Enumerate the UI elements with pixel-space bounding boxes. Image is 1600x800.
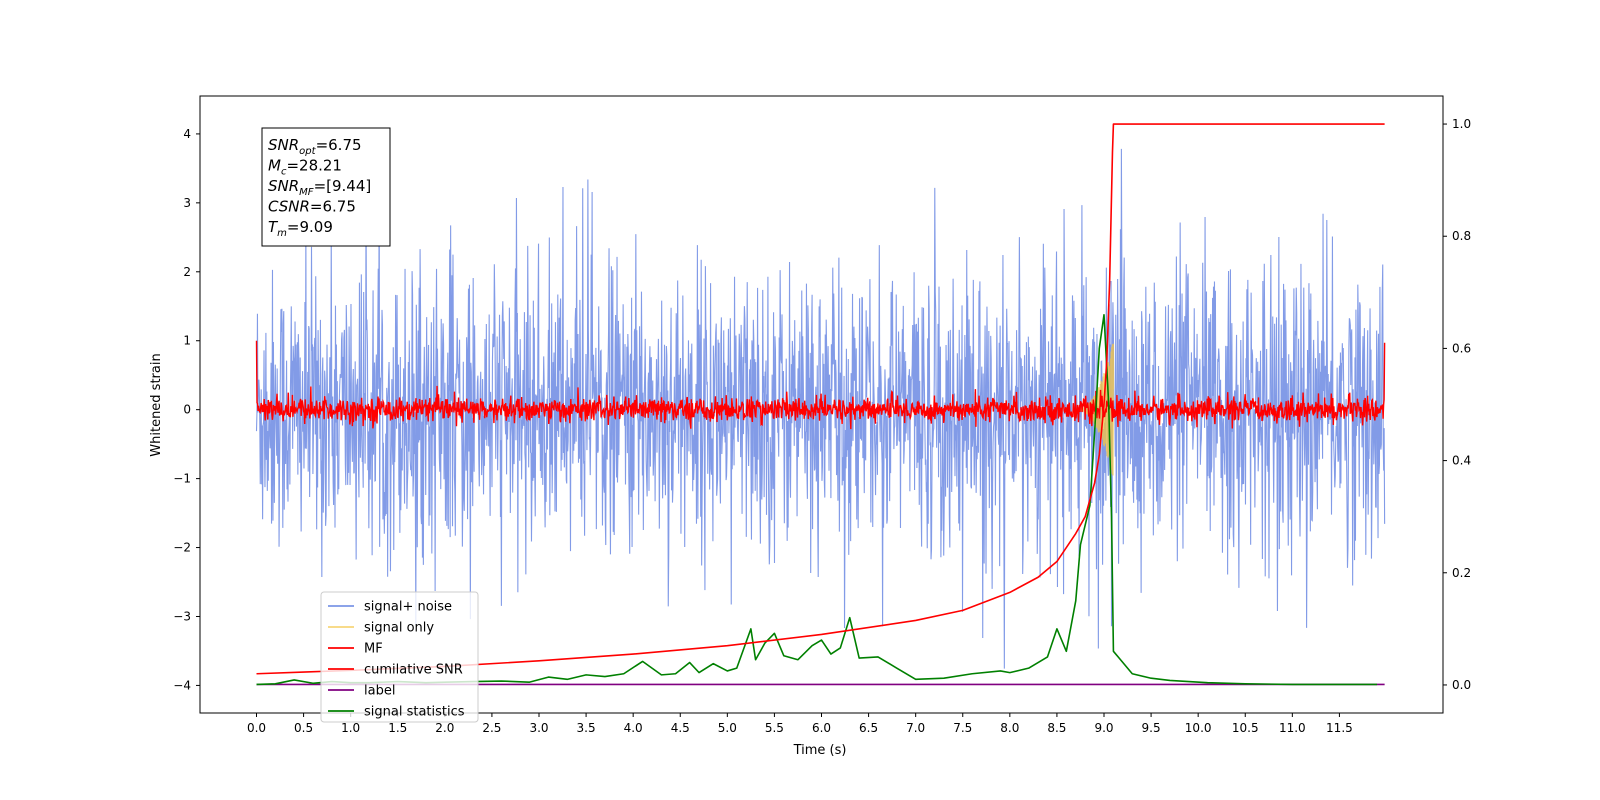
x-tick-label: 8.0 [1000,721,1019,735]
x-tick-label: 9.0 [1094,721,1113,735]
y-axis-ticks: −4 −3 −2 −1 0 1 2 3 4 [173,127,200,692]
x-tick-label: 5.0 [718,721,737,735]
series-mf [255,340,1386,430]
x-tick-label: 9.5 [1142,721,1161,735]
legend-entry: MF [364,642,383,657]
x-tick-label: 4.0 [624,721,643,735]
x-tick-label: 7.0 [906,721,925,735]
legend-entry: cumilative SNR [364,663,463,678]
x-tick-label: 4.5 [671,721,690,735]
x-tick-label: 11.5 [1326,721,1353,735]
annotation-line: Tm=9.09 [268,218,333,239]
y-axis-label: Whitened strain [149,353,164,456]
legend-frame [320,591,479,723]
y2-tick-label: 0.2 [1452,566,1471,580]
x-axis-label: Time (s) [793,743,847,758]
x-tick-label: 10.0 [1185,721,1212,735]
y2-tick-label: 0.8 [1452,229,1471,243]
x-tick-label: 2.0 [435,721,454,735]
annotation-box: SNRopt=6.75Mc=28.21SNRMF=[9.44]CSNR=6.75… [261,127,391,247]
y2-tick-label: 1.0 [1452,117,1471,131]
y-tick-label: −4 [173,678,191,692]
x-tick-label: 3.5 [577,721,596,735]
x-tick-label: 8.5 [1047,721,1066,735]
series-signal-statistics [256,313,1378,686]
annotation-frame [261,127,391,247]
y-tick-label: −1 [173,472,191,486]
x-axis-ticks: 0.0 0.5 1.0 1.5 2.0 2.5 3.0 3.5 4.0 4.5 5.0 5.5 6.0 6… [247,713,1353,735]
x-tick-label: 2.5 [482,721,501,735]
x-tick-label: 6.5 [859,721,878,735]
annotation-line: Mc=28.21 [268,157,342,178]
x-tick-label: 3.0 [529,721,548,735]
y2-axis-ticks: 0.0 0.2 0.4 0.6 0.8 1.0 [1443,117,1471,692]
x-tick-label: 11.0 [1279,721,1306,735]
x-tick-label: 1.5 [388,721,407,735]
y-tick-label: 0 [183,403,191,417]
y2-tick-label: 0.4 [1452,454,1471,468]
y-tick-label: 2 [183,265,191,279]
x-tick-label: 0.0 [247,721,266,735]
annotation-line: SNRMF=[9.44] [268,177,371,198]
x-tick-label: 0.5 [294,721,313,735]
x-tick-label: 10.5 [1232,721,1259,735]
legend-entry: signal only [364,621,434,636]
y-tick-label: 3 [183,196,191,210]
x-tick-label: 7.5 [953,721,972,735]
legend-entry: signal statistics [364,705,465,720]
legend: signal+ noise signal only MF cumilative SNR… [320,591,479,723]
y-tick-label: −2 [173,541,191,555]
x-tick-label: 5.5 [765,721,784,735]
x-tick-label: 1.0 [341,721,360,735]
y-tick-label: 4 [183,127,191,141]
annotation-line: CSNR=6.75 [268,198,356,216]
legend-entry: label [364,684,395,699]
y2-tick-label: 0.6 [1452,341,1471,355]
annotation-line: SNRopt=6.75 [268,136,362,157]
x-tick-label: 6.0 [812,721,831,735]
y2-tick-label: 0.0 [1452,678,1471,692]
series-cumulative-snr [256,123,1385,675]
y-tick-label: −3 [173,609,191,623]
legend-entry: signal+ noise [364,600,452,615]
y-tick-label: 1 [183,334,191,348]
